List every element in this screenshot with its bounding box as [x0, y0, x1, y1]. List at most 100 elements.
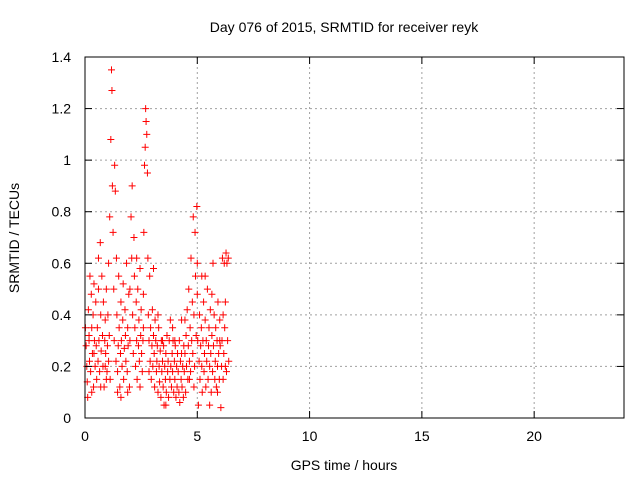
data-point	[175, 388, 183, 396]
data-point	[139, 290, 147, 298]
y-tick-label: 1	[63, 152, 71, 168]
data-point	[156, 347, 164, 355]
data-point	[193, 203, 201, 211]
data-point	[119, 280, 127, 288]
data-point	[141, 161, 149, 169]
data-point	[160, 342, 168, 350]
data-point	[222, 368, 230, 376]
data-point	[176, 399, 184, 407]
data-point	[93, 375, 101, 383]
data-point	[177, 375, 185, 383]
data-point	[146, 272, 154, 280]
data-point	[106, 213, 114, 221]
y-tick-label: 1.2	[52, 101, 72, 117]
data-point	[151, 383, 159, 391]
data-point	[171, 375, 179, 383]
data-point	[117, 298, 125, 306]
data-point	[149, 331, 157, 339]
data-point	[145, 368, 153, 376]
chart-title: Day 076 of 2015, SRMTID for receiver rey…	[210, 19, 479, 35]
data-point	[125, 290, 133, 298]
data-point	[191, 228, 199, 236]
data-point	[128, 182, 136, 190]
data-point	[140, 228, 148, 236]
data-point	[190, 383, 198, 391]
data-point	[110, 285, 118, 293]
data-point	[84, 306, 92, 314]
data-point	[145, 337, 153, 345]
data-point	[205, 324, 213, 332]
data-point	[210, 311, 218, 319]
data-point	[191, 272, 199, 280]
data-point	[207, 350, 215, 358]
data-point	[193, 259, 201, 267]
data-point	[146, 357, 154, 365]
data-point	[92, 342, 100, 350]
data-point	[162, 388, 170, 396]
data-point	[166, 316, 174, 324]
data-point	[198, 388, 206, 396]
data-point	[153, 342, 161, 350]
data-point	[154, 388, 162, 396]
y-tick-label: 0.4	[52, 307, 72, 323]
data-point	[221, 324, 229, 332]
axis-ticks	[84, 56, 624, 419]
data-point	[115, 272, 123, 280]
data-point	[158, 337, 166, 345]
data-point	[169, 324, 177, 332]
data-point	[129, 311, 137, 319]
data-point	[103, 342, 111, 350]
data-point	[133, 254, 141, 262]
x-tick-label: 0	[81, 428, 89, 444]
data-point	[139, 337, 147, 345]
x-tick-label: 10	[302, 428, 318, 444]
data-point	[142, 117, 150, 125]
data-point	[94, 357, 102, 365]
data-point	[117, 393, 125, 401]
x-tick-label: 15	[414, 428, 430, 444]
data-point	[150, 350, 158, 358]
data-point	[137, 331, 145, 339]
data-point	[121, 306, 129, 314]
data-point	[123, 259, 131, 267]
data-point	[185, 285, 193, 293]
data-point	[114, 342, 122, 350]
data-point	[206, 362, 214, 370]
data-point	[200, 368, 208, 376]
data-point	[134, 285, 142, 293]
data-point	[183, 362, 191, 370]
data-point	[127, 213, 135, 221]
data-point	[135, 357, 143, 365]
data-point	[207, 388, 215, 396]
data-point	[132, 298, 140, 306]
data-point	[162, 350, 170, 358]
data-point	[124, 388, 132, 396]
data-point	[113, 311, 121, 319]
data-point	[217, 404, 225, 412]
data-point	[108, 66, 116, 74]
data-point	[97, 383, 105, 391]
data-point	[130, 234, 138, 241]
data-point	[188, 337, 196, 345]
data-point	[85, 357, 93, 365]
data-point	[158, 368, 166, 376]
data-point	[154, 311, 162, 319]
data-point	[96, 368, 104, 376]
data-point	[109, 228, 117, 236]
data-point	[189, 213, 197, 221]
data-point	[87, 290, 95, 298]
data-point	[133, 375, 141, 383]
data-point	[201, 316, 209, 324]
data-point	[114, 368, 122, 376]
data-point	[105, 331, 113, 339]
data-point	[126, 337, 134, 345]
data-point	[117, 337, 125, 345]
data-point	[206, 306, 214, 314]
data-point	[196, 375, 204, 383]
data-point	[178, 383, 186, 391]
data-point	[184, 342, 192, 350]
data-point	[185, 357, 193, 365]
data-point	[90, 383, 98, 391]
data-point	[86, 272, 94, 280]
